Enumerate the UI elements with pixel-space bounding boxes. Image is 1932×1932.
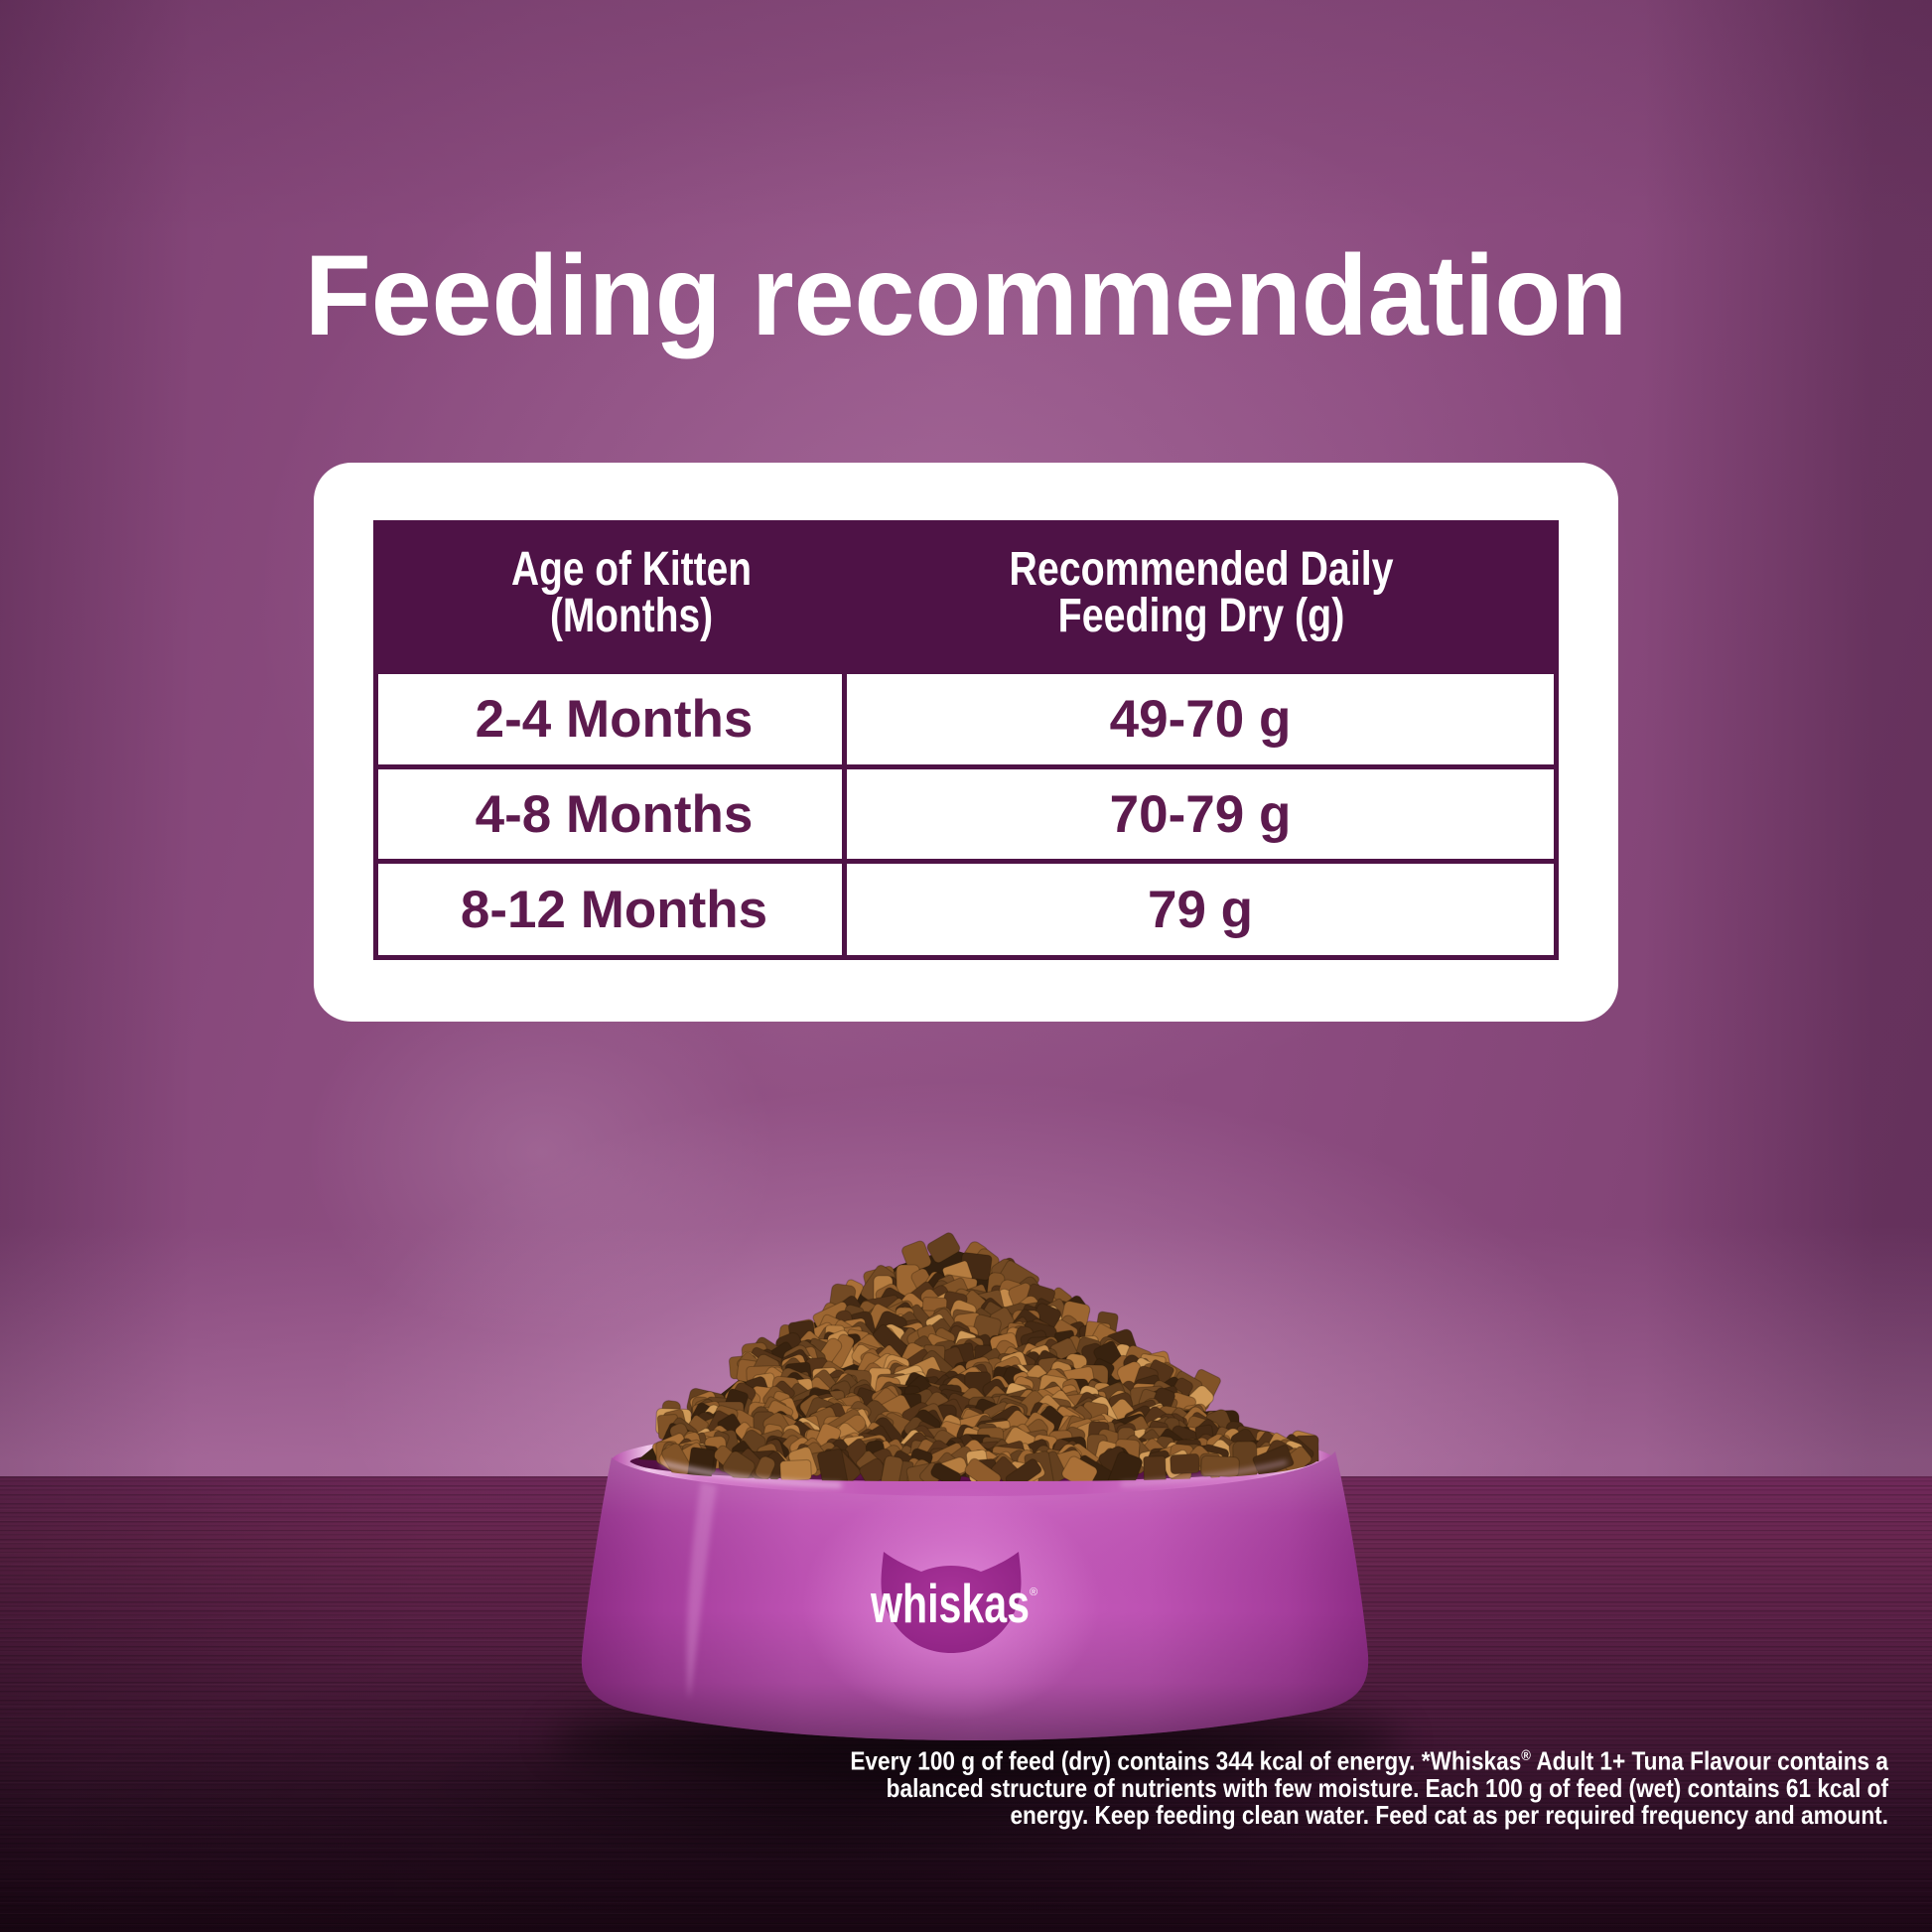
svg-text:whiskas: whiskas	[870, 1573, 1030, 1634]
svg-text:®: ®	[1030, 1587, 1037, 1598]
